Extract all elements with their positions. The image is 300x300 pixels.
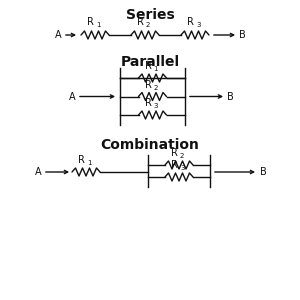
Text: A: A xyxy=(55,30,61,40)
Text: B: B xyxy=(260,167,266,177)
Text: 3: 3 xyxy=(154,103,158,109)
Text: R: R xyxy=(137,17,144,27)
Text: R: R xyxy=(187,17,194,27)
Text: Parallel: Parallel xyxy=(120,55,180,69)
Text: 2: 2 xyxy=(180,153,184,159)
Text: R: R xyxy=(87,17,94,27)
Text: R: R xyxy=(78,155,85,165)
Text: 1: 1 xyxy=(96,22,100,28)
Text: 3: 3 xyxy=(180,165,184,171)
Text: B: B xyxy=(238,30,245,40)
Text: R: R xyxy=(145,98,152,108)
Text: 1: 1 xyxy=(154,66,158,72)
Text: Series: Series xyxy=(126,8,174,22)
Text: 1: 1 xyxy=(87,160,92,166)
Text: 2: 2 xyxy=(146,22,150,28)
Text: R: R xyxy=(171,160,178,170)
Text: R: R xyxy=(145,61,152,71)
Text: 3: 3 xyxy=(196,22,200,28)
Text: 2: 2 xyxy=(154,85,158,91)
Text: A: A xyxy=(69,92,75,101)
Text: B: B xyxy=(226,92,233,101)
Text: A: A xyxy=(35,167,41,177)
Text: Combination: Combination xyxy=(100,138,200,152)
Text: R: R xyxy=(171,148,178,158)
Text: R: R xyxy=(145,80,152,89)
